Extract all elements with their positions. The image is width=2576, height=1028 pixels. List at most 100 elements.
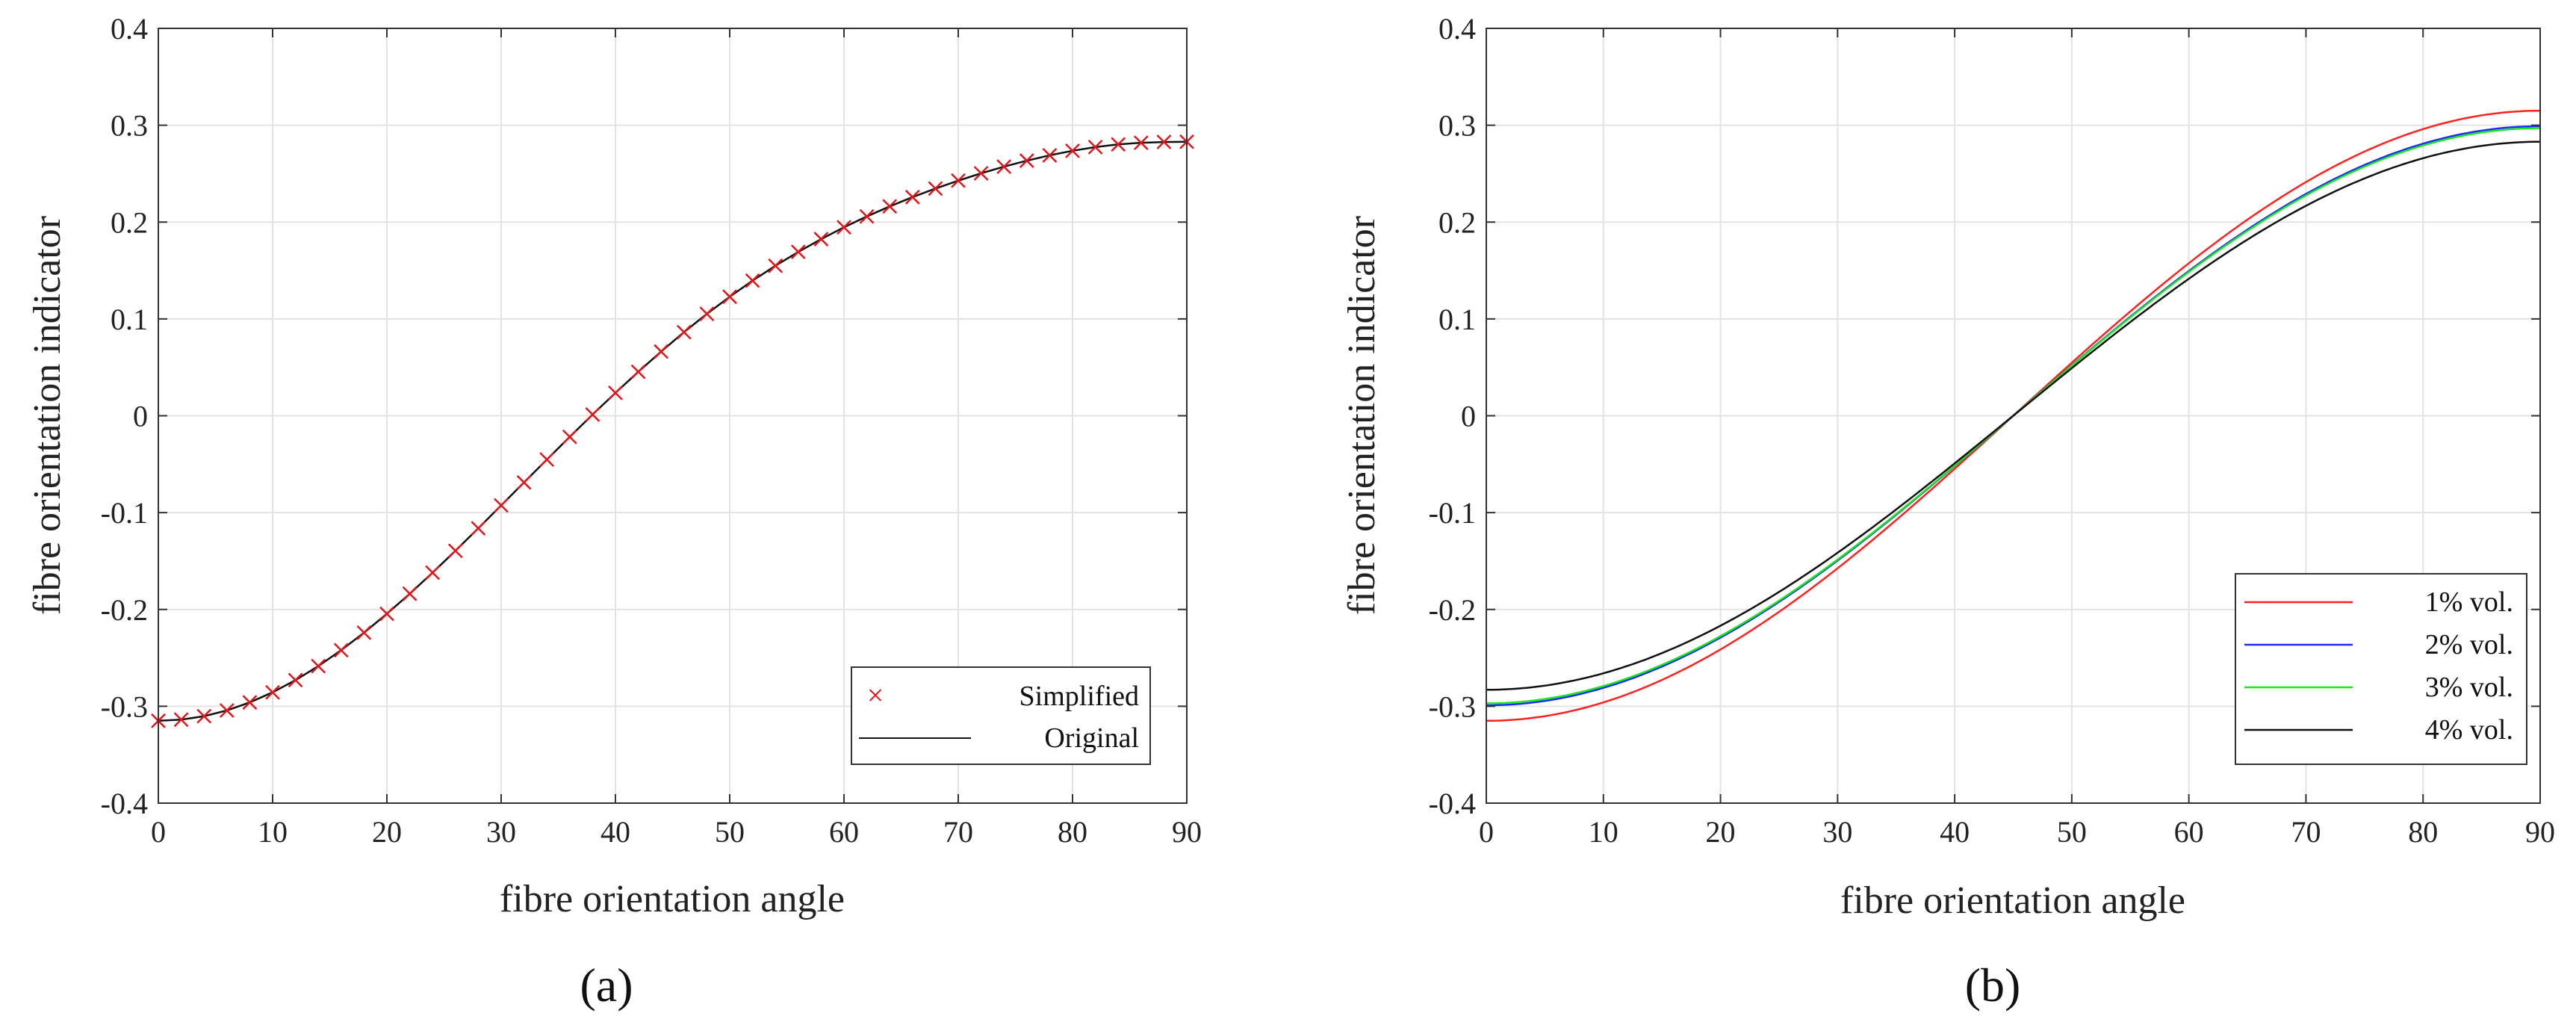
- chart-a-marker-stroke: [516, 474, 532, 490]
- chart-a-marker-simplified: [608, 386, 623, 400]
- chart-b-legend-label-3: 3% vol.: [2425, 672, 2513, 703]
- chart-b-ytick-label: 0.3: [1438, 109, 1476, 143]
- chart-a-marker-simplified: [790, 244, 806, 260]
- chart-a-marker-stroke: [265, 684, 280, 700]
- chart-a-legend-label-original: Original: [1044, 722, 1139, 754]
- chart-b: 0 10 20 30 40 50 60 70 80 90 -0.4 -0.3 -0.2 -0.1 0 0.1 0…: [1341, 12, 2555, 1012]
- chart-a-line-original: [158, 140, 1188, 722]
- chart-b-ytick-label: -0.3: [1429, 690, 1476, 723]
- chart-b-xtick-label: 80: [2408, 815, 2438, 849]
- chart-a-marker-simplified: [973, 166, 989, 181]
- chart-b-legend-label-2: 2% vol.: [2425, 629, 2513, 660]
- chart-a-marker-stroke: [219, 703, 235, 718]
- chart-a-marker-simplified: [425, 565, 441, 580]
- chart-a-marker-stroke: [676, 324, 692, 340]
- chart-a-xtick-label: 40: [600, 815, 630, 849]
- chart-a-marker-simplified: [1156, 134, 1172, 149]
- chart-a-xtick-label: 0: [151, 815, 166, 849]
- chart-a-ticks: 0 10 20 30 40 50 60 70 80 90 -0.4 -0.3 -0.2 -0.1 0 0.1 0…: [101, 12, 1202, 849]
- chart-a-marker-simplified: [745, 273, 760, 288]
- chart-a-marker-simplified: [196, 708, 212, 724]
- chart-b-xtick-label: 20: [1706, 815, 1736, 849]
- chart-a-marker-simplified: [722, 289, 737, 305]
- chart-a-marker-stroke: [402, 586, 418, 601]
- chart-a-marker-stroke: [1156, 134, 1172, 149]
- chart-a-marker-simplified: [904, 189, 920, 205]
- chart-b-ticks: 0 10 20 30 40 50 60 70 80 90 -0.4 -0.3 -0.2 -0.1 0 0.1 0…: [1429, 12, 2555, 849]
- chart-a-xtick-label: 30: [486, 815, 516, 849]
- chart-a-marker-simplified: [951, 173, 966, 188]
- chart-a-marker-stroke: [333, 642, 349, 658]
- chart-a-marker-stroke: [1111, 137, 1126, 152]
- chart-a-marker-stroke: [859, 208, 875, 224]
- chart-a-marker-stroke: [1019, 153, 1034, 168]
- chart-a-marker-simplified: [654, 344, 669, 359]
- chart-a-marker-stroke: [1133, 135, 1149, 150]
- chart-a-marker-simplified: [402, 586, 418, 601]
- chart-a-marker-simplified: [333, 642, 349, 658]
- chart-b-line-4: [1486, 140, 2540, 691]
- chart-a-marker-stroke: [654, 344, 669, 359]
- chart-b-legend: 1% vol. 2% vol. 3% vol. 4% vol.: [2235, 573, 2527, 765]
- chart-b-legend-label-1: 1% vol.: [2425, 586, 2513, 618]
- chart-a-marker-stroke: [539, 452, 555, 467]
- chart-a-marker-stroke: [790, 244, 806, 260]
- chart-a-ytick-label: -0.4: [101, 787, 148, 820]
- chart-a-marker-stroke: [471, 521, 486, 536]
- chart-a-marker-simplified: [1133, 135, 1149, 150]
- chart-a-ytick-label: -0.2: [101, 593, 148, 627]
- chart-a-marker-stroke: [562, 429, 577, 445]
- chart-a-marker-stroke: [1087, 140, 1103, 155]
- chart-a-marker-stroke: [425, 565, 441, 580]
- chart-a-marker-stroke: [311, 658, 326, 674]
- chart-a-marker-simplified: [676, 324, 692, 340]
- chart-b-xtick-label: 60: [2174, 815, 2204, 849]
- chart-a-ytick-label: 0.2: [111, 205, 148, 239]
- chart-a-marker-simplified: [1019, 153, 1034, 168]
- chart-a-marker-simplified: [447, 543, 463, 559]
- chart-a-marker-stroke: [494, 498, 509, 513]
- chart-a-marker-simplified: [311, 658, 326, 674]
- chart-a-marker-stroke: [699, 306, 715, 322]
- chart-a-marker-stroke: [196, 708, 212, 724]
- chart-a-ytick-label: 0: [133, 400, 148, 433]
- chart-a-marker-simplified: [265, 684, 280, 700]
- chart-a-marker-simplified: [494, 498, 509, 513]
- chart-a-marker-simplified: [928, 181, 943, 196]
- chart-a-marker-simplified: [1042, 148, 1058, 163]
- chart-b-xlabel: fibre orientation angle: [1840, 879, 2185, 922]
- chart-b-xtick-label: 90: [2525, 815, 2555, 849]
- chart-a-marker-simplified: [699, 306, 715, 322]
- chart-a-marker-simplified: [630, 364, 646, 380]
- chart-b-ytick-label: 0.4: [1438, 12, 1476, 46]
- chart-b-xtick-label: 70: [2291, 815, 2321, 849]
- chart-b-ytick-label: -0.2: [1429, 593, 1476, 627]
- chart-a-marker-simplified: [996, 159, 1012, 174]
- chart-b-xtick-label: 10: [1589, 815, 1618, 849]
- chart-a-marker-simplified: [837, 220, 851, 235]
- chart-a-marker-stroke: [951, 173, 966, 188]
- chart-a-marker-simplified: [379, 606, 394, 622]
- chart-b-series: [1486, 109, 2541, 722]
- chart-a-xtick-label: 80: [1058, 815, 1087, 849]
- chart-a-ytick-label: 0.3: [111, 109, 148, 143]
- chart-a-marker-simplified: [539, 452, 555, 467]
- chart-a-marker-simplified: [356, 625, 372, 640]
- chart-b-ytick-label: -0.4: [1429, 787, 1476, 820]
- chart-a-legend-marker-simplified: ×: [867, 678, 884, 712]
- chart-a-marker-stroke: [173, 712, 189, 728]
- chart-a-marker-stroke: [585, 407, 600, 422]
- chart-a-xtick-label: 50: [715, 815, 745, 849]
- chart-a-marker-stroke: [242, 695, 258, 710]
- chart-b-ylabel: fibre orientation indicator: [1341, 216, 1383, 615]
- chart-b-xtick-label: 0: [1479, 815, 1494, 849]
- chart-a-marker-simplified: [288, 672, 303, 688]
- chart-b-ytick-label: 0.1: [1438, 303, 1476, 336]
- chart-a-panel-label: (a): [580, 959, 633, 1012]
- chart-a-marker-simplified: [882, 199, 898, 214]
- chart-a-ytick-label: -0.1: [101, 496, 148, 530]
- chart-a-marker-simplified: [768, 258, 783, 273]
- chart-b-panel-label: (b): [1965, 959, 2021, 1012]
- chart-b-legend-box: [2235, 573, 2527, 765]
